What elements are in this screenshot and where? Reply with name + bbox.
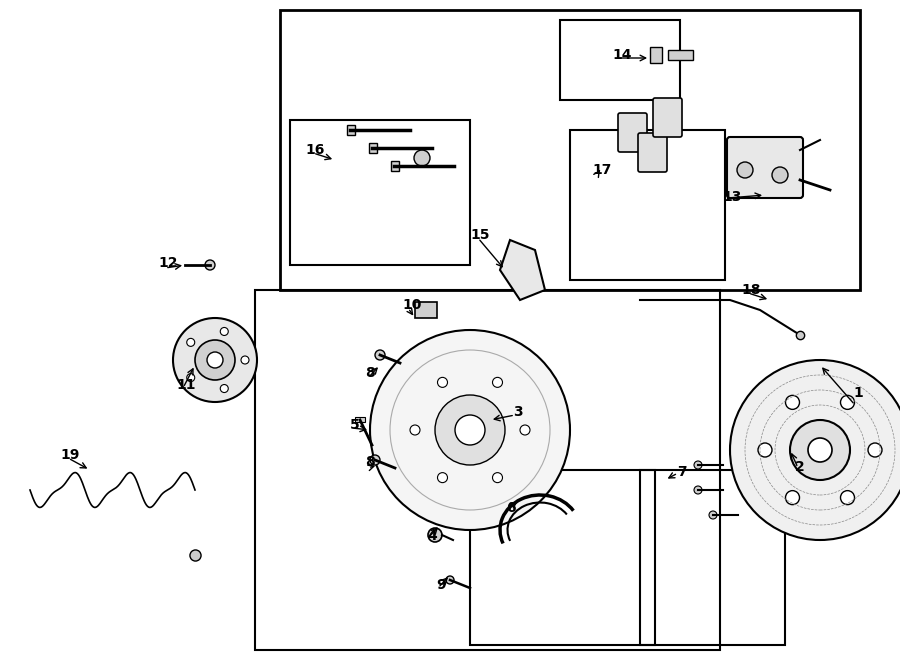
Circle shape — [841, 395, 854, 409]
Text: 12: 12 — [158, 256, 178, 270]
Text: 8: 8 — [365, 366, 375, 380]
Circle shape — [808, 438, 832, 462]
Circle shape — [492, 377, 502, 387]
Circle shape — [786, 395, 799, 409]
Circle shape — [492, 473, 502, 483]
Circle shape — [437, 473, 447, 483]
Bar — [415, 302, 437, 318]
Circle shape — [520, 425, 530, 435]
Circle shape — [375, 350, 385, 360]
Text: 9: 9 — [436, 578, 446, 592]
Bar — [391, 161, 399, 171]
Circle shape — [414, 150, 430, 166]
Text: 4: 4 — [428, 529, 436, 543]
Text: 7: 7 — [677, 465, 687, 479]
Circle shape — [435, 395, 505, 465]
Circle shape — [841, 490, 854, 504]
Text: 13: 13 — [723, 190, 742, 204]
Text: 14: 14 — [612, 48, 632, 62]
Bar — [347, 125, 355, 135]
Bar — [560, 20, 680, 100]
Bar — [640, 470, 785, 645]
Text: 11: 11 — [176, 378, 196, 392]
Polygon shape — [500, 240, 545, 300]
Circle shape — [220, 385, 229, 393]
Bar — [470, 470, 655, 645]
Circle shape — [772, 167, 788, 183]
Circle shape — [241, 356, 249, 364]
Text: 1: 1 — [853, 386, 863, 400]
Circle shape — [694, 461, 702, 469]
Text: 5: 5 — [350, 418, 360, 432]
Bar — [650, 47, 662, 63]
Bar — [668, 50, 693, 60]
Circle shape — [437, 377, 447, 387]
Circle shape — [370, 330, 570, 530]
FancyBboxPatch shape — [727, 137, 803, 198]
Circle shape — [205, 260, 215, 270]
Text: 10: 10 — [402, 298, 422, 312]
Text: 17: 17 — [592, 163, 612, 177]
Text: 19: 19 — [60, 448, 80, 462]
Circle shape — [370, 455, 380, 465]
Bar — [280, 10, 860, 290]
Circle shape — [730, 360, 900, 540]
Bar — [355, 417, 365, 422]
Bar — [369, 143, 377, 153]
Circle shape — [694, 486, 702, 494]
FancyBboxPatch shape — [638, 133, 667, 172]
Circle shape — [428, 528, 442, 542]
Circle shape — [410, 425, 420, 435]
Bar — [255, 290, 720, 650]
FancyBboxPatch shape — [618, 113, 647, 152]
Text: 15: 15 — [470, 228, 490, 242]
Circle shape — [758, 443, 772, 457]
Text: 16: 16 — [305, 143, 325, 157]
Circle shape — [790, 420, 850, 480]
Circle shape — [220, 327, 229, 336]
Circle shape — [207, 352, 223, 368]
Circle shape — [737, 162, 753, 178]
Circle shape — [195, 340, 235, 380]
Bar — [290, 120, 470, 265]
Circle shape — [709, 511, 717, 519]
Circle shape — [173, 318, 257, 402]
Text: 6: 6 — [506, 501, 516, 515]
Circle shape — [186, 338, 194, 346]
Text: 18: 18 — [742, 283, 760, 297]
Text: 2: 2 — [795, 460, 805, 474]
Circle shape — [446, 576, 454, 584]
Circle shape — [186, 373, 194, 381]
Text: 3: 3 — [513, 405, 523, 419]
Circle shape — [868, 443, 882, 457]
Bar — [570, 130, 725, 280]
Text: 8: 8 — [365, 455, 375, 469]
FancyBboxPatch shape — [653, 98, 682, 137]
Circle shape — [455, 415, 485, 445]
Circle shape — [786, 490, 799, 504]
